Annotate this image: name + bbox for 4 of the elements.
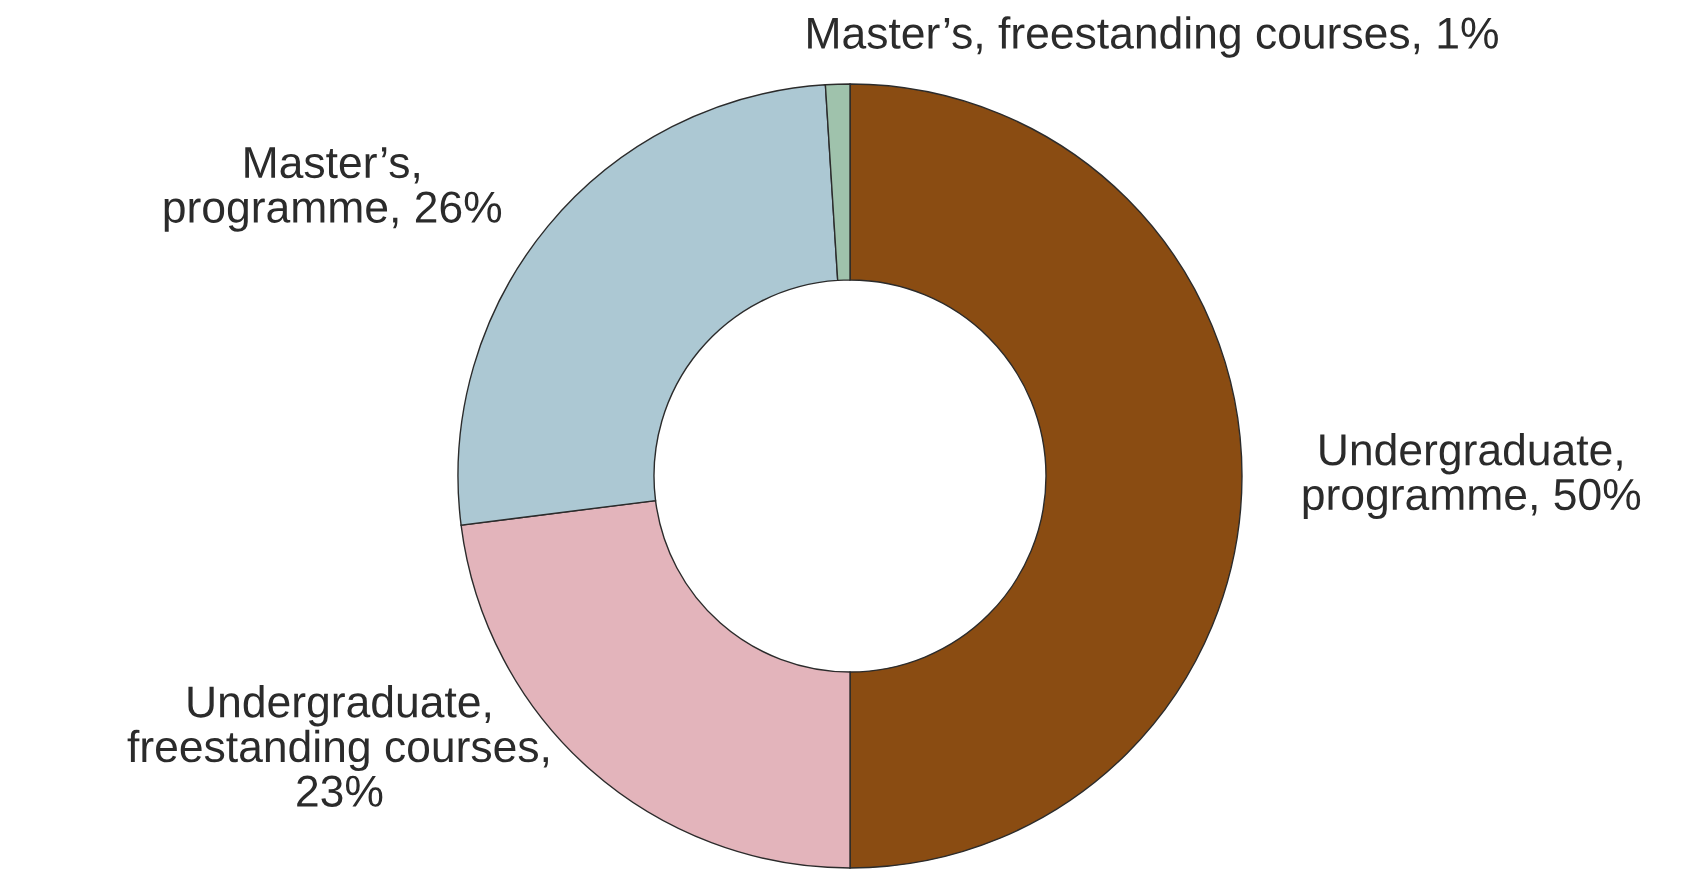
slice-label: Master’s, freestanding courses, 1% — [808, 16, 1498, 58]
slice-label: Undergraduate, programme, 50% — [1303, 432, 1641, 520]
slice-label: Master’s, programme, 26% — [164, 147, 502, 232]
slice-label: Undergraduate, freestanding courses, 23% — [127, 685, 548, 807]
